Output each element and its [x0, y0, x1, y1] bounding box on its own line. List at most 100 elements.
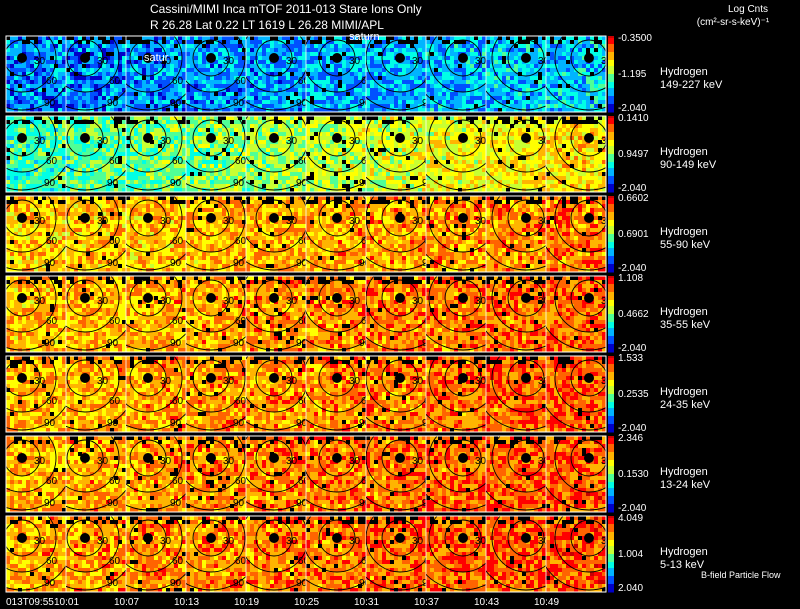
contour-label: 60 [298, 316, 310, 327]
contour-label: 30 [160, 456, 172, 467]
panel-border [5, 195, 607, 273]
saturn-dot [395, 53, 405, 63]
contour-label: 30 [475, 216, 487, 227]
contour-label: 90 [359, 578, 371, 589]
contour-label: 90 [485, 418, 497, 429]
contour-label: 90 [170, 178, 182, 189]
contour-label: 90 [233, 258, 245, 269]
contour-label: 60 [235, 156, 247, 167]
colorbar-min: -2.040 [618, 263, 647, 274]
contour-label: 60 [46, 396, 58, 407]
contour-label: 30 [538, 136, 550, 147]
saturn-dot [143, 373, 153, 383]
time-tick-label: 10:25 [294, 597, 320, 608]
contour-label: 90 [233, 338, 245, 349]
contour-label: 90 [296, 98, 308, 109]
contour-label: 90 [422, 498, 434, 509]
contour-label: 30 [601, 296, 613, 307]
time-tick-label: 10:37 [414, 597, 440, 608]
species-name: Hydrogen [660, 306, 708, 318]
chart-subtitle: R 26.28 Lat 0.22 LT 1619 L 26.28 MIMI/AP… [150, 18, 384, 32]
contour-label: 90 [44, 178, 56, 189]
saturn-dot [17, 533, 27, 543]
contour-label: 30 [349, 136, 361, 147]
saturn-dot [17, 453, 27, 463]
contour-label: 60 [298, 396, 310, 407]
saturn-dot [269, 373, 279, 383]
saturn-dot [143, 293, 153, 303]
contour-label: 30 [601, 136, 613, 147]
colorbar-mid: 0.2535 [618, 389, 649, 400]
contour-label: 60 [235, 236, 247, 247]
contour-label: 90 [44, 98, 56, 109]
colorbar [608, 36, 614, 113]
contour-label: 60 [361, 236, 373, 247]
contour-label: 30 [97, 216, 109, 227]
species-label: Hydrogen 149-227 keV [660, 66, 722, 92]
contour-label: 90 [485, 578, 497, 589]
colorbar-mid: 0.1530 [618, 469, 649, 480]
energy-range: 149-227 keV [660, 79, 723, 91]
contour-label: 60 [109, 156, 121, 167]
species-name: Hydrogen [660, 66, 708, 78]
saturn-dot [80, 53, 90, 63]
contour-label: 90 [422, 98, 434, 109]
contour-label: 60 [424, 156, 436, 167]
energy-range: 35-55 keV [660, 319, 711, 331]
contour-label: 60 [109, 316, 121, 327]
pixel-grid [6, 36, 606, 112]
contour-label: 60 [46, 556, 58, 567]
saturn-dot [584, 293, 594, 303]
species-name: Hydrogen [660, 146, 708, 158]
species-label: Hydrogen 90-149 keV [660, 146, 716, 172]
saturn-dot [269, 533, 279, 543]
saturn-dot [395, 533, 405, 543]
contour-label: 30 [538, 56, 550, 67]
contour-label: 60 [172, 156, 184, 167]
contour-label: 30 [412, 216, 424, 227]
panel-border [5, 355, 607, 433]
contour-label: 60 [109, 236, 121, 247]
contour-label: 60 [109, 556, 121, 567]
contour-label: 30 [34, 456, 46, 467]
saturn-dot [584, 373, 594, 383]
saturn-dot [206, 533, 216, 543]
contour-label: 30 [97, 296, 109, 307]
time-tick-label: 013T09:55 [6, 597, 54, 608]
contour-label: 60 [235, 396, 247, 407]
colorbar-min: 2.040 [618, 583, 644, 594]
contour-label: 90 [422, 578, 434, 589]
colorbar-max: 1.108 [618, 273, 644, 284]
